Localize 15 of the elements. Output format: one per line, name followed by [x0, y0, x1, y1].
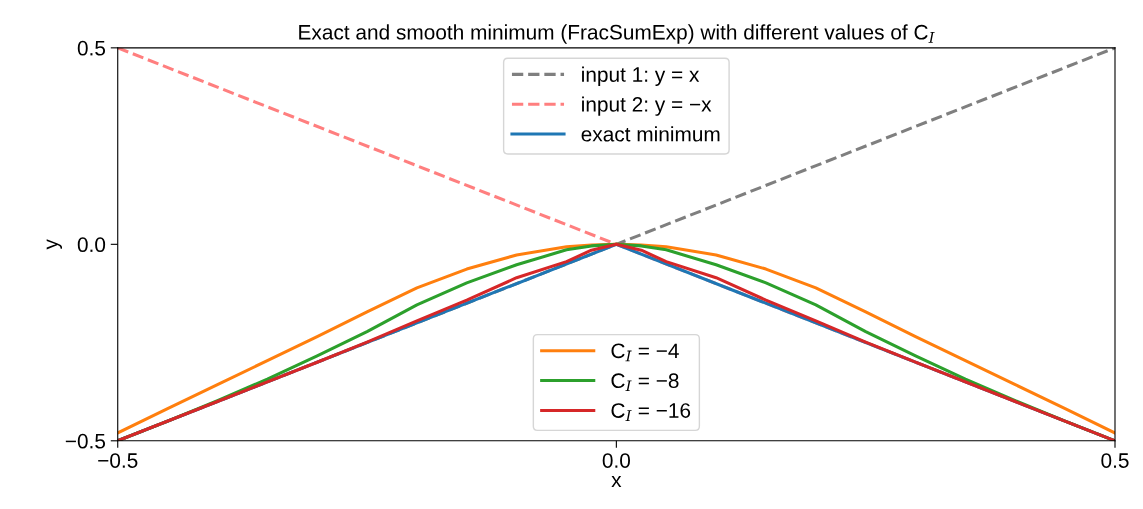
legend-label: C$_{I}$ = −16 [611, 403, 691, 421]
x-tick-label: 0.0 [602, 453, 631, 468]
legend-label: exact minimum [581, 126, 720, 142]
y-tick-label: 0.5 [77, 40, 106, 56]
legend-label: C$_{I}$ = −4 [611, 343, 679, 362]
legend-label: input 2: y = −x [582, 96, 712, 116]
x-tick-label: 0.5 [1101, 453, 1129, 468]
y-tick-label: 0.0 [77, 237, 106, 253]
legend-label: input 1: y = x [582, 66, 700, 87]
legend-label: C$_{I}$ = −8 [611, 373, 679, 392]
chart-title: Exact and smooth minimum (FracSumExp) with different values of C$_{I}$ [299, 24, 935, 44]
x-axis-title: x [611, 476, 622, 488]
y-axis-title: y [46, 239, 63, 250]
x-tick-label: −0.5 [98, 453, 138, 468]
y-tick-label: −0.5 [65, 433, 106, 449]
